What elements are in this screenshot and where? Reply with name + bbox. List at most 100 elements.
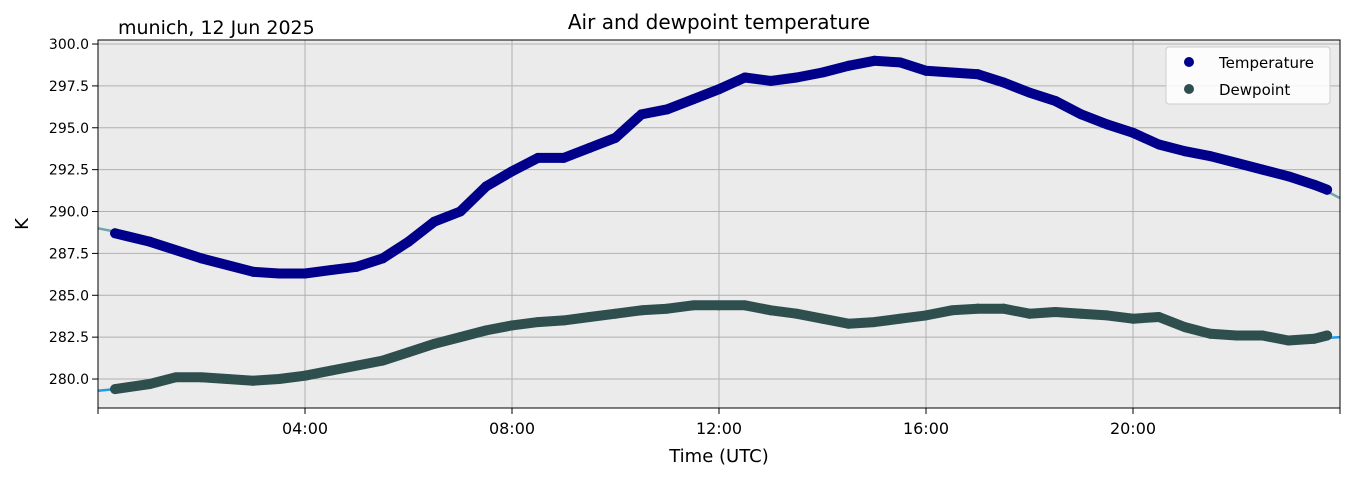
data-point-temperature [921,65,931,76]
y-tick-label: 287.5 [49,246,89,262]
y-tick-label: 295.0 [49,121,89,137]
legend-marker-dewpoint [1184,84,1194,94]
data-point-dewpoint [558,315,569,326]
data-point-dewpoint [1205,328,1216,339]
data-point-temperature [1050,95,1061,106]
data-point-temperature [869,55,880,66]
data-point-temperature [1102,119,1113,130]
y-axis-label: K [12,217,33,230]
data-point-dewpoint [662,303,673,314]
data-point-dewpoint [1050,307,1061,318]
data-point-dewpoint [481,325,492,336]
data-point-dewpoint [636,305,647,316]
data-point-dewpoint [1231,330,1242,341]
data-point-temperature [481,181,492,192]
y-tick-label: 282.5 [49,330,89,346]
x-tick-label: 20:00 [1110,419,1156,438]
data-point-temperature [688,94,699,105]
legend-label-temperature: Temperature [1218,54,1314,72]
data-point-temperature [636,109,647,120]
data-point-temperature [765,75,776,86]
legend-box [1165,46,1331,105]
y-tick-label: 280.0 [49,372,89,388]
x-tick-label: 04:00 [282,419,328,438]
data-point-dewpoint [765,305,776,316]
data-point-temperature [144,236,155,247]
data-point-dewpoint [972,303,983,314]
data-point-temperature [248,266,259,277]
data-point-dewpoint [1153,312,1164,323]
data-point-dewpoint [1102,310,1113,321]
data-point-temperature [1076,109,1087,120]
data-point-temperature [507,166,517,177]
data-point-dewpoint [869,317,880,328]
y-tick-label: 292.5 [49,163,89,179]
data-point-temperature [714,84,724,95]
data-point-dewpoint [144,379,155,390]
y-tick-label: 285.0 [49,288,89,304]
legend: Temperature Dewpoint [1165,46,1331,105]
data-point-dewpoint [248,375,259,386]
data-point-dewpoint [739,300,750,311]
data-point-temperature [300,268,310,279]
chart-title: Air and dewpoint temperature [568,10,870,34]
data-point-temperature [791,72,802,83]
data-point-dewpoint [1257,330,1268,341]
data-point-dewpoint [222,374,233,385]
data-point-temperature [946,67,957,78]
axis-ticks: 04:00 08:00 12:00 16:00 20:00 280.0 282.5 285.0… [49,37,1341,438]
data-point-temperature [274,268,285,279]
data-point-temperature [1205,151,1216,162]
data-point-dewpoint [274,374,285,385]
data-point-temperature [1283,171,1294,182]
data-point-dewpoint [1309,333,1320,344]
data-point-dewpoint [196,372,207,383]
data-point-dewpoint [1322,330,1333,341]
data-point-dewpoint [895,313,906,324]
data-point-dewpoint [351,360,362,371]
data-point-dewpoint [688,300,699,311]
data-point-dewpoint [110,384,121,395]
data-point-dewpoint [170,372,181,383]
data-point-dewpoint [300,370,310,381]
data-point-temperature [1024,87,1035,98]
data-point-dewpoint [584,312,595,323]
data-point-temperature [1257,164,1268,175]
data-point-dewpoint [714,300,724,311]
data-point-dewpoint [791,308,802,319]
data-point-dewpoint [532,317,543,328]
data-point-temperature [998,77,1009,88]
chart-subtitle: munich, 12 Jun 2025 [118,17,315,39]
data-point-dewpoint [946,305,957,316]
data-point-temperature [532,152,543,163]
data-point-temperature [972,69,983,80]
x-tick-label: 16:00 [903,419,949,438]
data-point-temperature [1309,179,1320,190]
data-point-temperature [1153,139,1164,150]
data-point-dewpoint [817,313,828,324]
legend-label-dewpoint: Dewpoint [1219,81,1290,99]
data-point-temperature [455,206,466,217]
series-lines [97,55,1341,395]
data-point-dewpoint [455,332,466,343]
y-tick-label: 290.0 [49,205,89,221]
data-point-temperature [843,60,854,71]
data-point-dewpoint [403,347,414,358]
data-point-temperature [1179,146,1190,157]
series-trace-temperature [110,55,1333,279]
data-point-dewpoint [1076,308,1087,319]
x-axis-label: Time (UTC) [668,446,769,467]
data-point-temperature [110,228,121,239]
data-point-temperature [584,142,595,153]
x-tick-label: 08:00 [489,419,535,438]
data-point-temperature [196,253,207,264]
data-point-temperature [1128,127,1138,138]
data-point-dewpoint [507,320,517,331]
data-point-dewpoint [843,318,854,329]
y-tick-label: 300.0 [49,37,89,53]
data-point-temperature [377,253,388,264]
data-point-dewpoint [1024,308,1035,319]
data-point-dewpoint [921,310,931,321]
x-tick-label: 12:00 [696,419,742,438]
